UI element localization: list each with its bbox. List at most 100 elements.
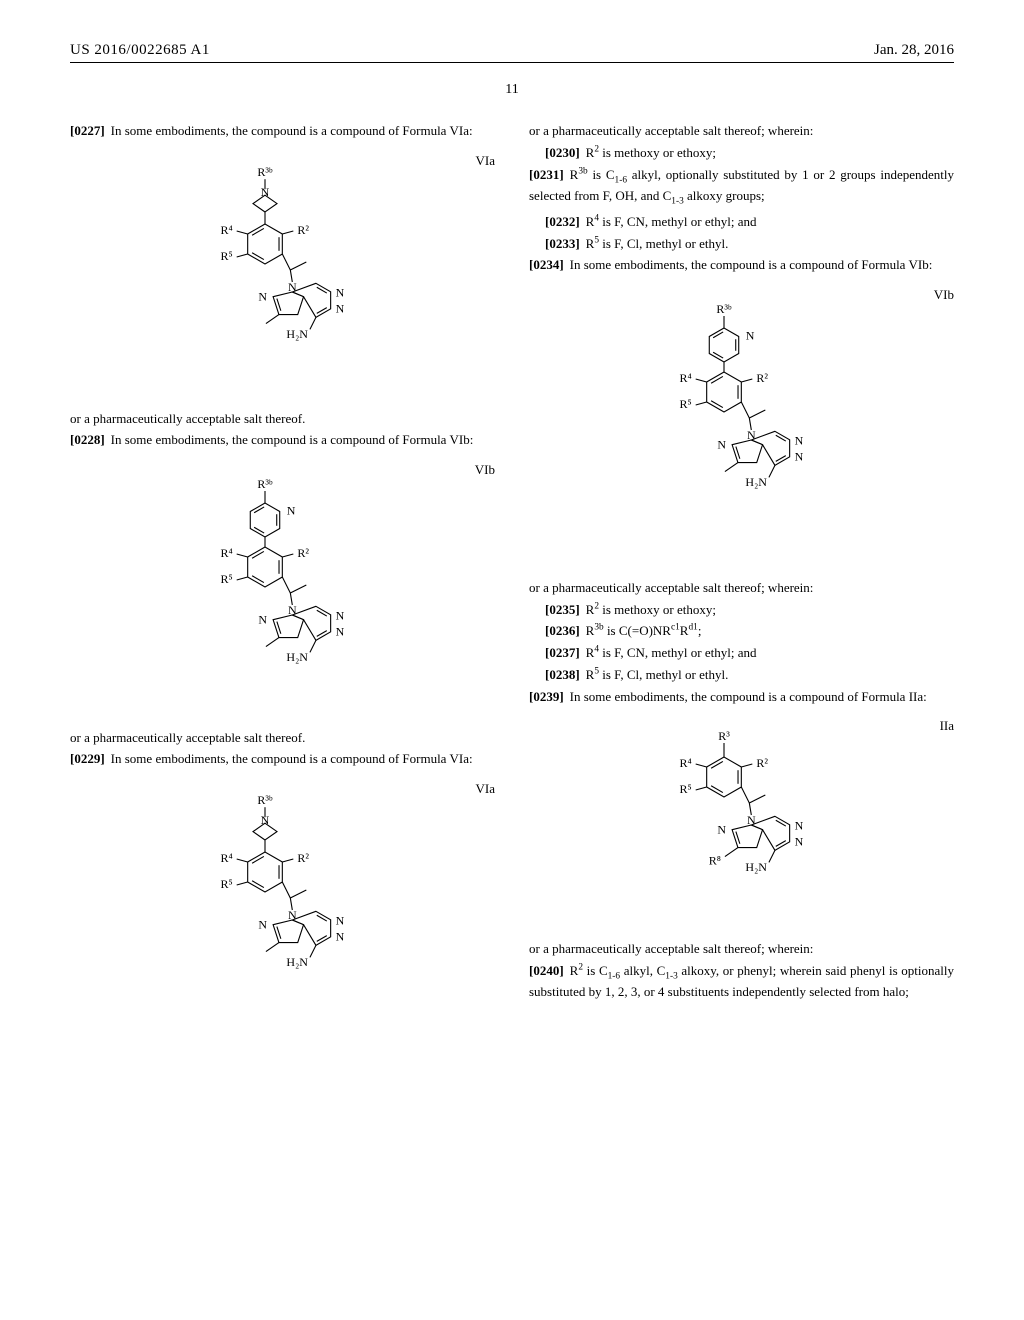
- para-num: [0232]: [545, 214, 586, 229]
- figure-VIb-right: VIb R²R⁴R⁵NNNNH₂NNR³ᵇ: [529, 286, 954, 571]
- svg-text:R³ᵇ: R³ᵇ: [257, 477, 273, 491]
- para-num: [0231]: [529, 167, 570, 182]
- svg-text:H₂N: H₂N: [286, 955, 308, 969]
- figure-VIa: VIa R²R⁴R⁵NNNNH₂NNR³ᵇ: [70, 152, 495, 402]
- svg-text:H₂N: H₂N: [745, 860, 767, 874]
- svg-text:R⁴: R⁴: [679, 370, 691, 384]
- para-0232: [0232]R4 is F, CN, methyl or ethyl; and: [529, 212, 954, 230]
- figure-VIa-2: VIa R²R⁴R⁵NNNNH₂NNR³ᵇ: [70, 780, 495, 1030]
- salt-line-2: or a pharmaceutically acceptable salt th…: [70, 729, 495, 747]
- svg-text:N: N: [335, 285, 344, 299]
- salt-wherein-1: or a pharmaceutically acceptable salt th…: [529, 122, 954, 140]
- para-num: [0235]: [545, 602, 586, 617]
- para-num: [0239]: [529, 689, 570, 704]
- para-text: R3b is C1-6 alkyl, optionally substitute…: [529, 167, 954, 203]
- svg-text:R²: R²: [297, 546, 309, 560]
- figure-label: VIb: [934, 286, 954, 304]
- svg-text:N: N: [258, 612, 267, 626]
- para-0238: [0238]R5 is F, Cl, methyl or ethyl.: [529, 666, 954, 684]
- para-text: In some embodiments, the compound is a c…: [570, 689, 927, 704]
- para-0239: [0239]In some embodiments, the compound …: [529, 688, 954, 706]
- figure-VIb: VIb R²R⁴R⁵NNNNH₂NNR³ᵇ: [70, 461, 495, 721]
- para-num: [0240]: [529, 963, 570, 978]
- svg-text:R²: R²: [756, 370, 768, 384]
- svg-text:R⁴: R⁴: [220, 851, 232, 865]
- svg-text:R⁴: R⁴: [220, 546, 232, 560]
- publication-number: US 2016/0022685 A1: [70, 40, 210, 60]
- salt-line-1: or a pharmaceutically acceptable salt th…: [70, 410, 495, 428]
- para-num: [0230]: [545, 145, 586, 160]
- svg-text:R³ᵇ: R³ᵇ: [257, 793, 273, 807]
- para-text: R5 is F, Cl, methyl or ethyl.: [586, 236, 729, 251]
- para-text: In some embodiments, the compound is a c…: [111, 432, 474, 447]
- page-header: US 2016/0022685 A1 Jan. 28, 2016: [70, 40, 954, 60]
- svg-text:N: N: [794, 819, 803, 833]
- right-column: or a pharmaceutically acceptable salt th…: [529, 122, 954, 1038]
- svg-text:R⁵: R⁵: [679, 782, 691, 796]
- para-text: R4 is F, CN, methyl or ethyl; and: [586, 645, 757, 660]
- left-column: [0227]In some embodiments, the compound …: [70, 122, 495, 1038]
- para-text: In some embodiments, the compound is a c…: [570, 257, 933, 272]
- svg-text:N: N: [335, 608, 344, 622]
- para-text: R4 is F, CN, methyl or ethyl; and: [586, 214, 757, 229]
- svg-text:N: N: [794, 835, 803, 849]
- chem-structure-VIa: R²R⁴R⁵NNNNH₂NNR³ᵇ: [168, 152, 398, 402]
- para-0230: [0230]R2 is methoxy or ethoxy;: [529, 144, 954, 162]
- para-num: [0234]: [529, 257, 570, 272]
- svg-text:N: N: [335, 913, 344, 927]
- svg-text:R²: R²: [297, 222, 309, 236]
- header-rule: [70, 62, 954, 63]
- publication-date: Jan. 28, 2016: [874, 40, 954, 60]
- para-0233: [0233]R5 is F, Cl, methyl or ethyl.: [529, 234, 954, 252]
- svg-text:R⁴: R⁴: [679, 756, 691, 770]
- para-text: In some embodiments, the compound is a c…: [111, 751, 473, 766]
- para-0235: [0235]R2 is methoxy or ethoxy;: [529, 600, 954, 618]
- salt-wherein-2: or a pharmaceutically acceptable salt th…: [529, 579, 954, 597]
- svg-text:N: N: [335, 301, 344, 315]
- svg-text:R⁵: R⁵: [220, 572, 232, 586]
- page-number: 11: [70, 81, 954, 100]
- para-text: R3b is C(=O)NRc1Rd1;: [586, 623, 702, 638]
- para-0237: [0237]R4 is F, CN, methyl or ethyl; and: [529, 644, 954, 662]
- svg-text:N: N: [286, 503, 295, 517]
- para-num: [0238]: [545, 667, 586, 682]
- svg-text:R³ᵇ: R³ᵇ: [257, 165, 273, 179]
- figure-label: IIa: [940, 717, 954, 735]
- svg-text:N: N: [258, 917, 267, 931]
- two-column-layout: [0227]In some embodiments, the compound …: [70, 122, 954, 1038]
- chem-structure-IIa: R²R⁴R⁵NNR⁸NNH₂NR³: [627, 717, 857, 927]
- svg-text:R³ᵇ: R³ᵇ: [716, 301, 732, 315]
- svg-text:N: N: [335, 929, 344, 943]
- para-0227: [0227]In some embodiments, the compound …: [70, 122, 495, 140]
- figure-IIa: IIa R²R⁴R⁵NNR⁸NNH₂NR³: [529, 717, 954, 932]
- figure-label: VIa: [476, 780, 496, 798]
- svg-text:R³: R³: [718, 729, 730, 743]
- svg-text:H₂N: H₂N: [745, 475, 767, 489]
- svg-text:R⁵: R⁵: [220, 877, 232, 891]
- svg-text:N: N: [745, 328, 754, 342]
- para-text: In some embodiments, the compound is a c…: [111, 123, 473, 138]
- para-num: [0233]: [545, 236, 586, 251]
- para-text: R2 is methoxy or ethoxy;: [586, 602, 716, 617]
- figure-label: VIb: [475, 461, 495, 479]
- para-0229: [0229]In some embodiments, the compound …: [70, 750, 495, 768]
- para-num: [0229]: [70, 751, 111, 766]
- para-num: [0227]: [70, 123, 111, 138]
- chem-structure-VIb: R²R⁴R⁵NNNNH₂NNR³ᵇ: [168, 461, 398, 721]
- chem-structure-VIb-right: R²R⁴R⁵NNNNH₂NNR³ᵇ: [627, 286, 857, 566]
- para-0231: [0231]R3b is C1-6 alkyl, optionally subs…: [529, 166, 954, 209]
- para-num: [0237]: [545, 645, 586, 660]
- para-text: R5 is F, Cl, methyl or ethyl.: [586, 667, 729, 682]
- svg-text:R²: R²: [297, 851, 309, 865]
- svg-text:N: N: [335, 624, 344, 638]
- svg-text:R⁵: R⁵: [220, 248, 232, 262]
- chem-structure-VIa-2: R²R⁴R⁵NNNNH₂NNR³ᵇ: [168, 780, 398, 1030]
- svg-text:R²: R²: [756, 756, 768, 770]
- figure-label: VIa: [476, 152, 496, 170]
- para-text: R2 is methoxy or ethoxy;: [586, 145, 716, 160]
- svg-text:N: N: [717, 437, 726, 451]
- para-num: [0228]: [70, 432, 111, 447]
- salt-wherein-3: or a pharmaceutically acceptable salt th…: [529, 940, 954, 958]
- para-0240: [0240]R2 is C1-6 alkyl, C1-3 alkoxy, or …: [529, 962, 954, 1001]
- svg-text:N: N: [258, 289, 267, 303]
